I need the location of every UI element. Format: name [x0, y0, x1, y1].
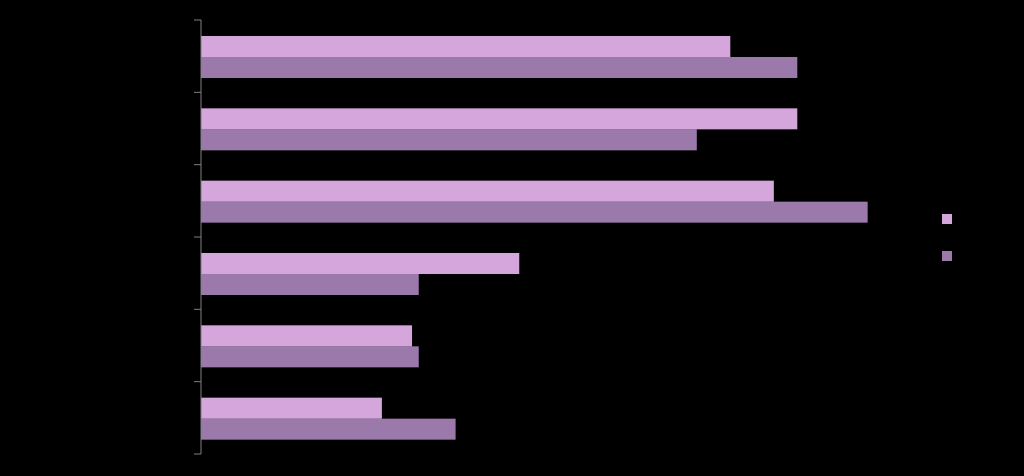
bar-series1-cat4 — [201, 253, 520, 274]
legend-swatch-series2 — [942, 251, 952, 261]
bar-series1-cat6 — [201, 397, 382, 419]
plot-area — [201, 36, 868, 440]
legend-swatch-series1 — [942, 214, 952, 224]
bar-series2-cat6 — [201, 418, 456, 440]
bar-series2-cat5 — [201, 346, 419, 368]
legend — [942, 214, 952, 261]
bar-series2-cat4 — [201, 274, 419, 295]
bar-series1-cat3 — [201, 180, 774, 202]
bar-series2-cat2 — [201, 129, 697, 151]
bar-series1-cat2 — [201, 108, 798, 130]
bar-series1-cat1 — [201, 36, 731, 57]
bar-series2-cat1 — [201, 57, 798, 78]
bar-series2-cat3 — [201, 201, 868, 223]
bar-series1-cat5 — [201, 325, 413, 347]
category-axis — [194, 19, 202, 455]
